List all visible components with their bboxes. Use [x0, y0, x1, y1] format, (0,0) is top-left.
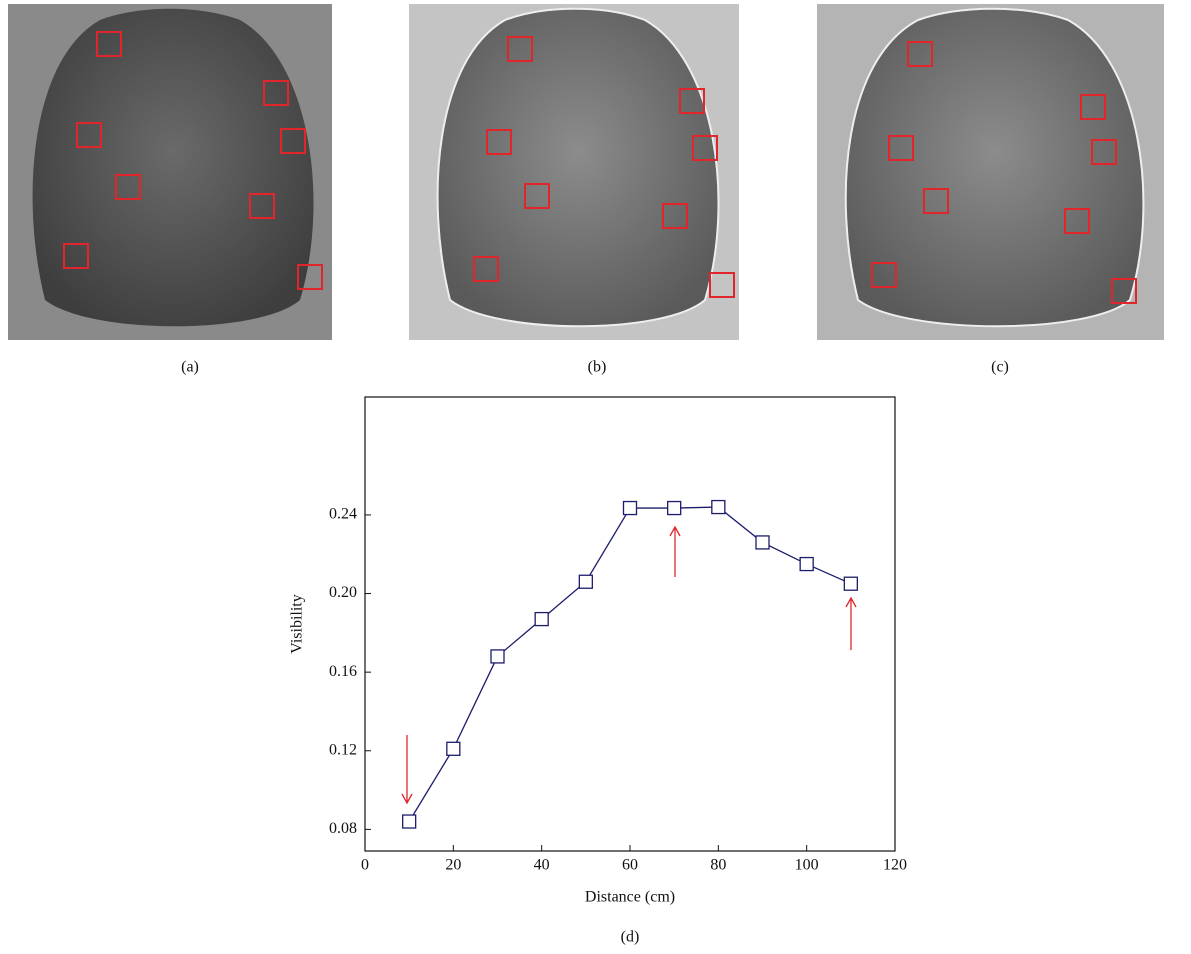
x-tick-label: 80	[710, 857, 726, 874]
chart: Distance (cm) Visibility (d) 0 20 40 60 80 10…	[289, 396, 907, 946]
data-point	[843, 576, 858, 591]
y-tick-label: 0.08	[329, 820, 357, 837]
panel-b: (b)	[409, 4, 739, 376]
y-tick-label: 0.20	[329, 584, 357, 601]
x-tick-label: 40	[534, 857, 550, 874]
data-line	[408, 506, 852, 822]
roi-boxes	[63, 31, 323, 290]
panel-label: (a)	[181, 359, 199, 376]
data-point	[755, 535, 770, 550]
x-axis-label: Distance (cm)	[585, 889, 675, 906]
x-tick-label: 120	[883, 857, 907, 874]
x-tick-label: 60	[622, 857, 638, 874]
roi-boxes	[473, 36, 735, 298]
xray-skull	[844, 7, 1145, 328]
data-point	[711, 499, 726, 515]
xray-skull	[436, 7, 720, 328]
xray-skull	[32, 8, 314, 327]
panel-label: (c)	[991, 359, 1009, 376]
data-point	[534, 611, 549, 627]
roi-boxes	[871, 41, 1137, 304]
data-point	[622, 500, 638, 516]
annotation-arrow	[669, 525, 681, 577]
annotation-arrow	[845, 596, 857, 650]
data-point	[578, 574, 593, 589]
data-point	[799, 556, 814, 572]
y-tick-label: 0.16	[329, 663, 357, 680]
annotation-arrow	[401, 735, 413, 805]
data-point	[446, 741, 461, 756]
x-tick-label: 20	[445, 857, 461, 874]
x-tick-label: 0	[361, 857, 369, 874]
panel-label: (b)	[588, 359, 607, 376]
y-tick-label: 0.12	[329, 741, 357, 758]
y-tick-label: 0.24	[329, 506, 357, 523]
data-point	[667, 500, 682, 516]
plot-frame	[364, 396, 896, 852]
panel-a: (a)	[8, 4, 332, 376]
panel-c: (c)	[817, 4, 1164, 376]
data-point	[490, 649, 505, 664]
y-axis-label: Visibility	[289, 594, 306, 654]
data-point	[402, 814, 417, 829]
x-tick-label: 100	[795, 857, 819, 874]
panel-label: (d)	[621, 929, 640, 946]
